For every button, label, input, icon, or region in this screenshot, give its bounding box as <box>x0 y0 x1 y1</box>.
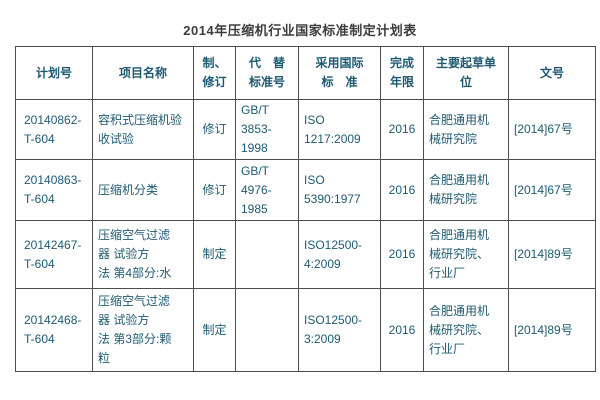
cell-drafting-unit: 合肥通用机 械研究院 <box>423 159 509 221</box>
cell-type: 修订 <box>193 159 236 221</box>
standards-plan-table: 计划号 项目名称 制、 修订 代 替 标准号 采用国际 标 准 完成 年限 主要… <box>15 46 596 372</box>
cell-plan-no: 20140862- T-604 <box>15 99 93 160</box>
cell-deadline: 2016 <box>380 99 424 160</box>
table-header-row: 计划号 项目名称 制、 修订 代 替 标准号 采用国际 标 准 完成 年限 主要… <box>15 46 596 100</box>
table-row: 20140862- T-604 容积式压缩机验 收试验 修订 GB/T 3853… <box>15 99 596 160</box>
cell-type: 修订 <box>193 99 236 160</box>
cell-project-name: 压缩机分类 <box>92 159 194 221</box>
col-header-intl-standard: 采用国际 标 准 <box>298 46 381 100</box>
cell-plan-no: 20140863- T-604 <box>15 159 93 221</box>
table-row: 20140863- T-604 压缩机分类 修订 GB/T 4976- 1985… <box>15 159 596 221</box>
cell-project-name: 容积式压缩机验 收试验 <box>92 99 194 160</box>
cell-replaced-standard: GB/T 3853- 1998 <box>235 99 299 160</box>
cell-project-name: 压缩空气过滤 器 试验方 法 第3部分:颗 粒 <box>92 288 194 372</box>
cell-intl-standard: ISO 5390:1977 <box>298 159 381 221</box>
cell-drafting-unit: 合肥通用机 械研究院 <box>423 99 509 160</box>
cell-doc-no: [2014]67号 <box>508 99 596 160</box>
col-header-deadline: 完成 年限 <box>380 46 424 100</box>
col-header-drafting-unit: 主要起草单 位 <box>423 46 509 100</box>
cell-type: 制定 <box>193 288 236 372</box>
col-header-doc-no: 文号 <box>508 46 596 100</box>
col-header-replaced-standard: 代 替 标准号 <box>235 46 299 100</box>
col-header-plan-no: 计划号 <box>15 46 93 100</box>
cell-project-name: 压缩空气过滤 器 试验方 法 第4部分:水 <box>92 220 194 289</box>
cell-drafting-unit: 合肥通用机 械研究院、 行业厂 <box>423 220 509 289</box>
table-row: 20142467- T-604 压缩空气过滤 器 试验方 法 第4部分:水 制定… <box>15 220 596 289</box>
cell-intl-standard: ISO12500- 3:2009 <box>298 288 381 372</box>
cell-type: 制定 <box>193 220 236 289</box>
cell-deadline: 2016 <box>380 159 424 221</box>
cell-deadline: 2016 <box>380 288 424 372</box>
cell-replaced-standard <box>235 288 299 372</box>
cell-doc-no: [2014]89号 <box>508 288 596 372</box>
cell-drafting-unit: 合肥通用机 械研究院、 行业厂 <box>423 288 509 372</box>
page-title: 2014年压缩机行业国家标准制定计划表 <box>183 23 417 38</box>
cell-doc-no: [2014]67号 <box>508 159 596 221</box>
cell-plan-no: 20142468- T-604 <box>15 288 93 372</box>
cell-replaced-standard: GB/T 4976- 1985 <box>235 159 299 221</box>
col-header-project-name: 项目名称 <box>92 46 194 100</box>
cell-doc-no: [2014]89号 <box>508 220 596 289</box>
table-row: 20142468- T-604 压缩空气过滤 器 试验方 法 第3部分:颗 粒 … <box>15 288 596 372</box>
cell-plan-no: 20142467- T-604 <box>15 220 93 289</box>
cell-intl-standard: ISO 1217:2009 <box>298 99 381 160</box>
cell-replaced-standard <box>235 220 299 289</box>
cell-deadline: 2016 <box>380 220 424 289</box>
col-header-type: 制、 修订 <box>193 46 236 100</box>
cell-intl-standard: ISO12500- 4:2009 <box>298 220 381 289</box>
